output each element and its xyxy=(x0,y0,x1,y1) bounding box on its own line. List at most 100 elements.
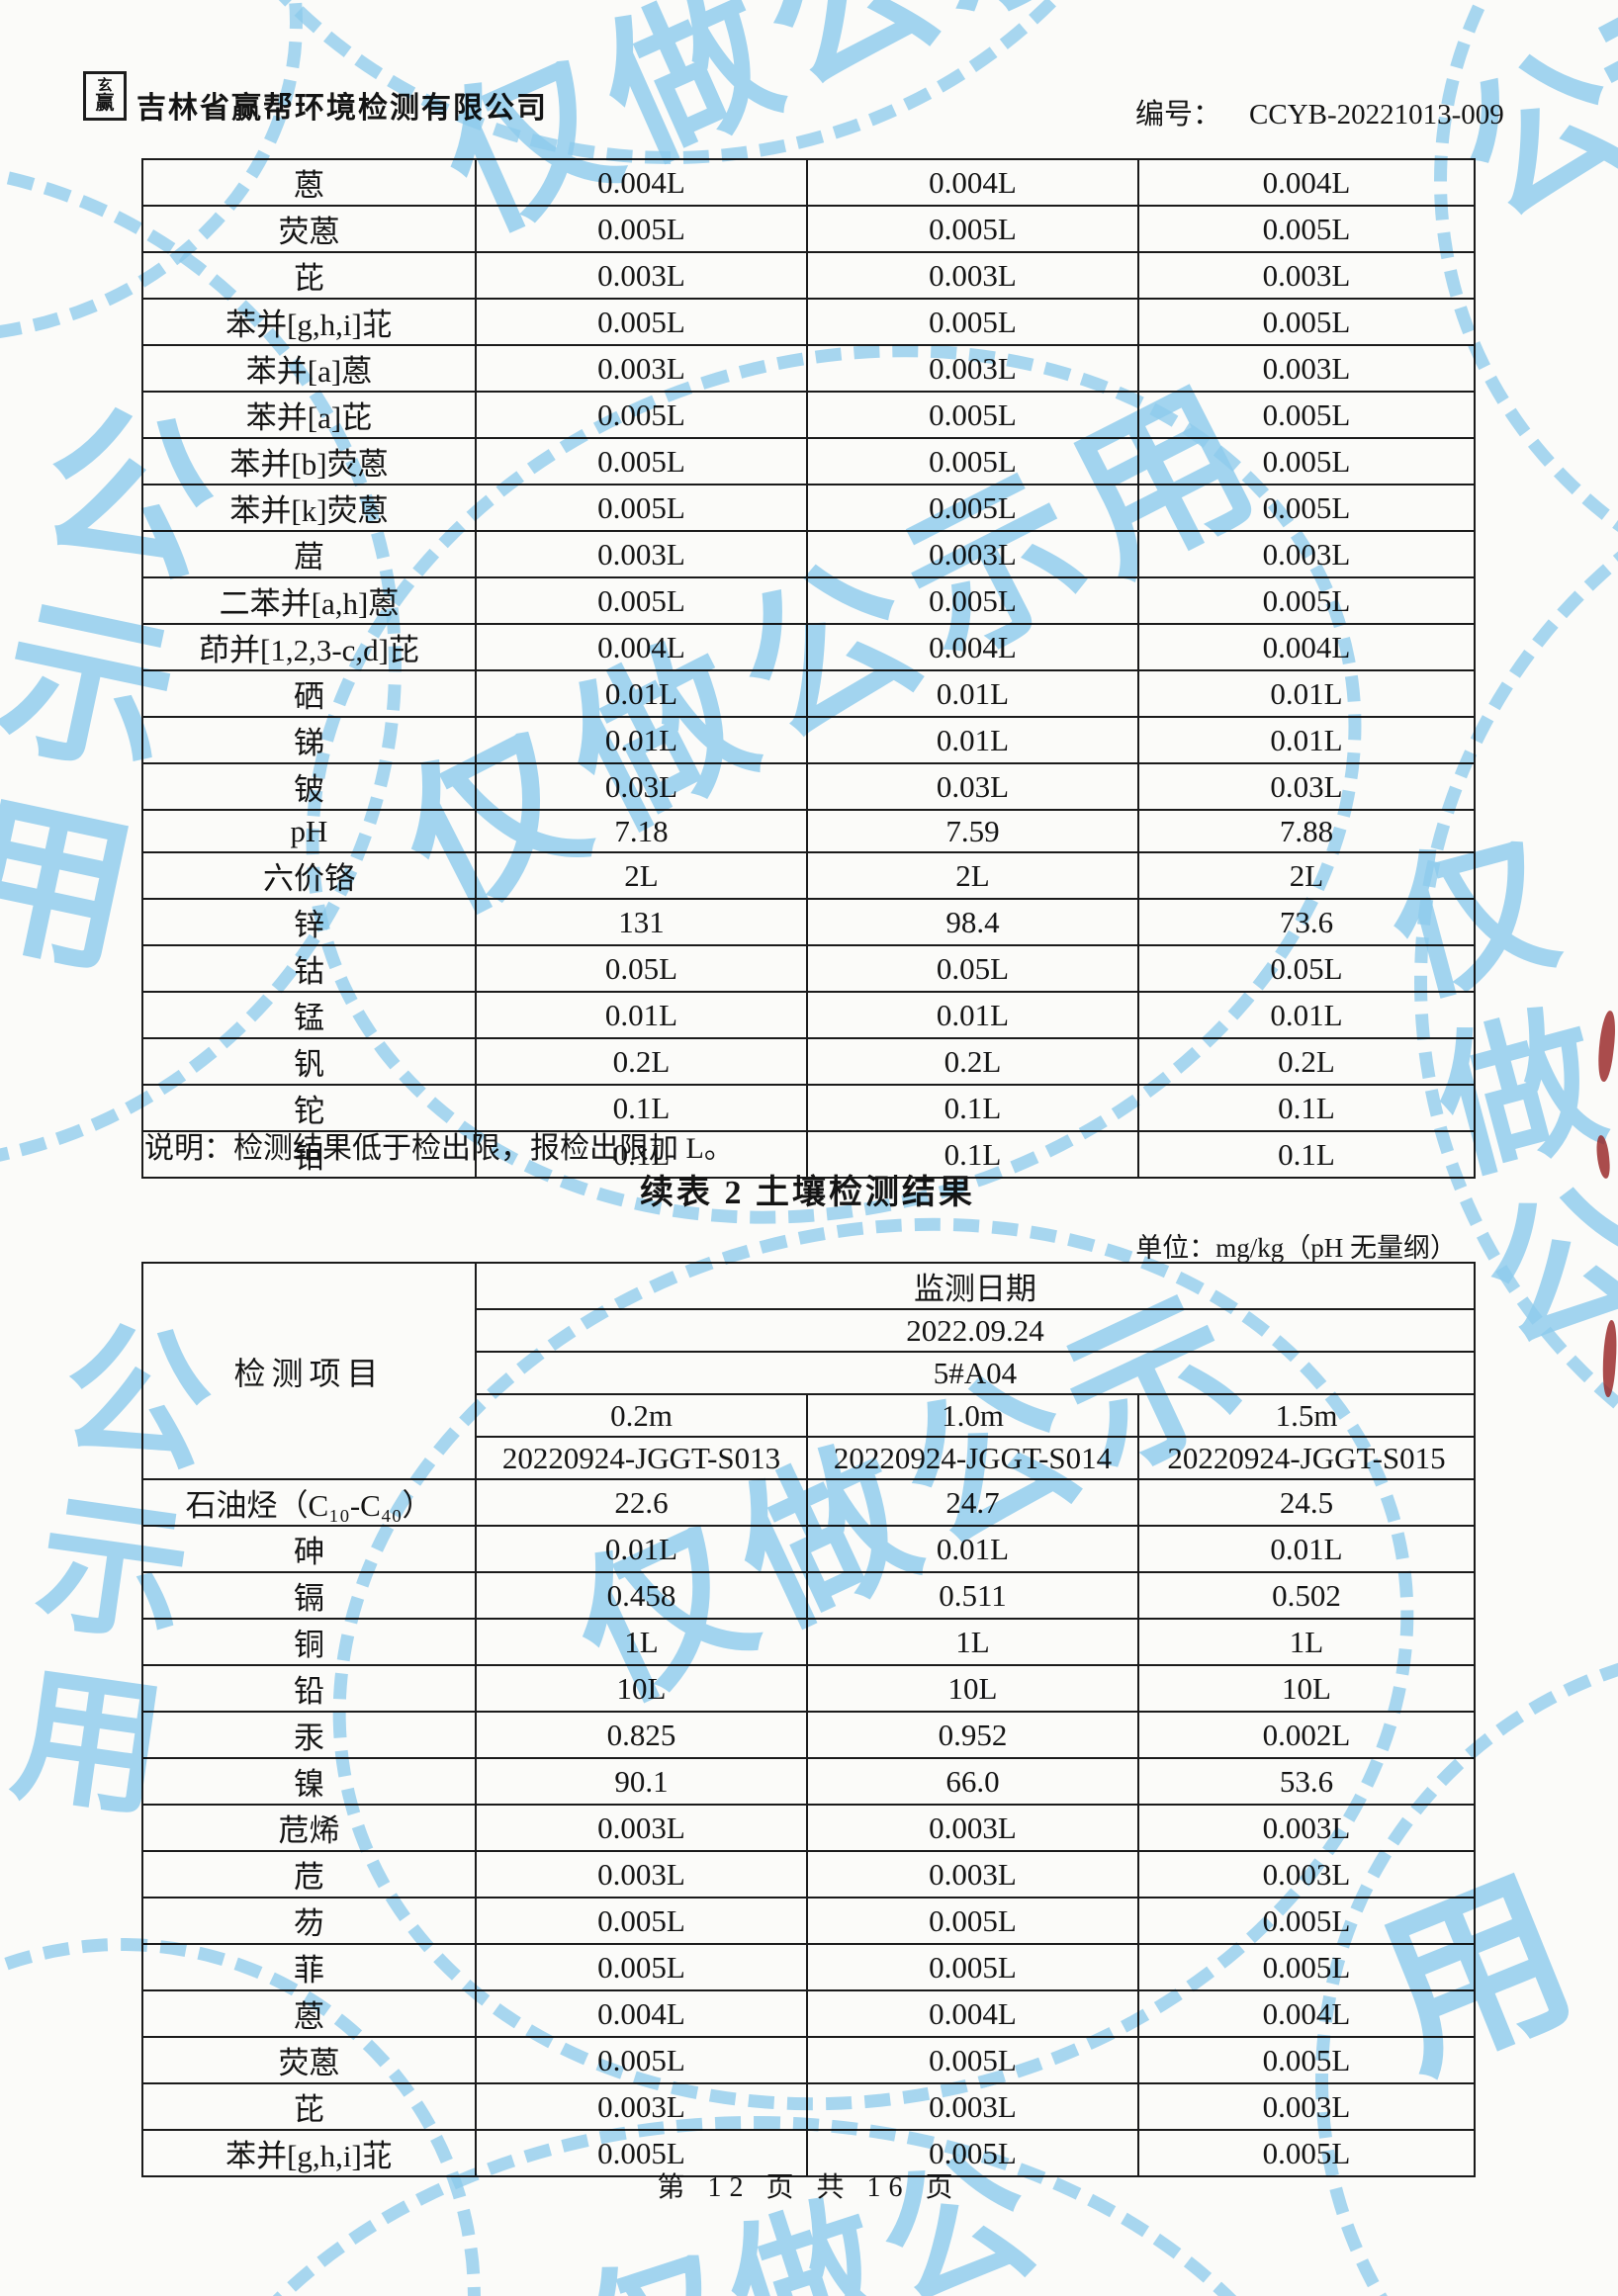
analyte-name: 锌 xyxy=(141,898,477,946)
result-value-1.0m: 0.05L xyxy=(806,944,1139,993)
table-row: 锑 0.01L 0.01L 0.01L xyxy=(141,716,1476,764)
result-value-0.2m: 0.1L xyxy=(475,1084,808,1132)
result-value-1.0m: 0.005L xyxy=(806,484,1139,532)
result-value-1.5m: 0.005L xyxy=(1137,437,1476,486)
result-value-0.2m: 0.003L xyxy=(475,2082,808,2131)
result-value-1.0m: 0.005L xyxy=(806,2036,1139,2084)
sample-id-2: 20220924-JGGT-S014 xyxy=(806,1436,1139,1480)
result-value-0.2m: 0.1L xyxy=(475,1130,808,1179)
table-row: 苯并[a]蒽 0.003L 0.003L 0.003L xyxy=(141,344,1476,393)
result-value-1.0m: 0.004L xyxy=(806,1989,1139,2038)
table-row: 苯并[a]芘 0.005L 0.005L 0.005L xyxy=(141,391,1476,439)
table-row: 锰 0.01L 0.01L 0.01L xyxy=(141,991,1476,1039)
result-value-0.2m: 7.18 xyxy=(475,809,808,853)
result-value-0.2m: 131 xyxy=(475,898,808,946)
result-value-1.0m: 0.01L xyxy=(806,716,1139,764)
result-value-1.0m: 0.005L xyxy=(806,298,1139,346)
result-value-0.2m: 0.003L xyxy=(475,530,808,578)
table-row: 钴 0.05L 0.05L 0.05L xyxy=(141,944,1476,993)
result-value-1.5m: 0.005L xyxy=(1137,1943,1476,1991)
sample-id-3: 20220924-JGGT-S015 xyxy=(1137,1436,1476,1480)
result-value-1.0m: 0.01L xyxy=(806,991,1139,1039)
table-row: 芴 0.005L 0.005L 0.005L xyxy=(141,1897,1476,1945)
note-text: 说明：检测结果低于检出限，报检出限加 L。 xyxy=(144,1132,734,1165)
table1-body: 蒽 0.004L 0.004L 0.004L 荧蒽 0.005L 0.005L … xyxy=(141,158,1476,1179)
analyte-name: 锰 xyxy=(141,991,477,1039)
table-row: 苯并[b]荧蒽 0.005L 0.005L 0.005L xyxy=(141,437,1476,486)
result-value-0.2m: 0.01L xyxy=(475,991,808,1039)
analyte-name: 石油烃（C₁₀-C₄₀） xyxy=(141,1478,477,1527)
result-value-1.5m: 0.005L xyxy=(1137,576,1476,625)
monitoring-date-value: 2022.09.24 xyxy=(475,1308,1476,1353)
table-row: 荧蒽 0.005L 0.005L 0.005L xyxy=(141,205,1476,253)
table-row: 硒 0.01L 0.01L 0.01L xyxy=(141,669,1476,718)
result-value-1.5m: 1L xyxy=(1137,1618,1476,1666)
result-value-1.0m: 0.004L xyxy=(806,158,1139,207)
logo-glyph-bottom: 赢 xyxy=(95,93,115,114)
result-value-0.2m: 10L xyxy=(475,1664,808,1713)
result-value-1.0m: 0.005L xyxy=(806,576,1139,625)
result-value-1.0m: 0.2L xyxy=(806,1037,1139,1086)
site-id: 5#A04 xyxy=(475,1351,1476,1395)
result-value-1.0m: 0.01L xyxy=(806,669,1139,718)
result-value-0.2m: 0.825 xyxy=(475,1711,808,1759)
analyte-name: 铊 xyxy=(141,1084,477,1132)
table-row: 苯并[g,h,i]苝 0.005L 0.005L 0.005L xyxy=(141,2129,1476,2177)
analyte-name: pH xyxy=(141,809,477,853)
header-row-site: 5#A04 xyxy=(142,1351,1476,1395)
result-value-1.0m: 0.1L xyxy=(806,1130,1139,1179)
result-value-0.2m: 0.005L xyxy=(475,205,808,253)
report-number: 编号： CCYB-20221013-009 xyxy=(1135,91,1504,132)
analyte-name: 苯并[b]荧蒽 xyxy=(141,437,477,486)
table-row: pH 7.18 7.59 7.88 xyxy=(141,809,1476,853)
result-value-0.2m: 0.005L xyxy=(475,298,808,346)
red-seal-artifact xyxy=(1594,1010,1618,1083)
result-value-0.2m: 0.004L xyxy=(475,1989,808,2038)
page-number: 第 12 页 共 16 页 xyxy=(657,2172,961,2203)
analyte-name: 镉 xyxy=(141,1571,477,1620)
table-row: 六价铬 2L 2L 2L xyxy=(141,851,1476,900)
result-value-1.5m: 0.005L xyxy=(1137,391,1476,439)
result-value-0.2m: 1L xyxy=(475,1618,808,1666)
analyte-name: 菲 xyxy=(141,1943,477,1991)
result-value-0.2m: 0.003L xyxy=(475,251,808,300)
table-row: 石油烃（C₁₀-C₄₀） 22.6 24.7 24.5 xyxy=(141,1478,1476,1527)
analyte-name: 苯并[a]芘 xyxy=(141,391,477,439)
result-value-0.2m: 0.01L xyxy=(475,669,808,718)
table-row: 茚并[1,2,3-c,d]芘 0.004L 0.004L 0.004L xyxy=(141,623,1476,671)
result-value-0.2m: 0.004L xyxy=(475,623,808,671)
red-seal-artifact xyxy=(1595,1134,1611,1180)
analyte-name: 二苯并[a,h]蒽 xyxy=(141,576,477,625)
result-value-1.5m: 0.005L xyxy=(1137,484,1476,532)
analyte-name: 荧蒽 xyxy=(141,2036,477,2084)
result-value-0.2m: 22.6 xyxy=(475,1478,808,1527)
analyte-name: 苊 xyxy=(141,1850,477,1899)
report-number-value: CCYB-20221013-009 xyxy=(1249,99,1504,131)
table-row: 䓛 0.003L 0.003L 0.003L xyxy=(141,530,1476,578)
result-value-1.0m: 66.0 xyxy=(806,1757,1139,1806)
result-value-0.2m: 0.005L xyxy=(475,1943,808,1991)
table-row: 芘 0.003L 0.003L 0.003L xyxy=(141,2082,1476,2131)
table-row: 铜 1L 1L 1L xyxy=(141,1618,1476,1666)
result-value-1.0m: 0.003L xyxy=(806,1850,1139,1899)
result-value-0.2m: 0.458 xyxy=(475,1571,808,1620)
sample-id-1: 20220924-JGGT-S013 xyxy=(475,1436,808,1480)
result-value-1.5m: 0.01L xyxy=(1137,716,1476,764)
analyte-name: 苯并[k]荧蒽 xyxy=(141,484,477,532)
analyte-name: 砷 xyxy=(141,1525,477,1573)
analyte-name: 苯并[g,h,i]苝 xyxy=(141,298,477,346)
result-value-1.5m: 0.002L xyxy=(1137,1711,1476,1759)
result-value-0.2m: 2L xyxy=(475,851,808,900)
result-value-1.5m: 0.005L xyxy=(1137,2036,1476,2084)
result-value-1.5m: 0.003L xyxy=(1137,251,1476,300)
analyte-name: 荧蒽 xyxy=(141,205,477,253)
table-row: 蒽 0.004L 0.004L 0.004L xyxy=(141,158,1476,207)
result-value-1.5m: 0.004L xyxy=(1137,1989,1476,2038)
result-value-1.5m: 0.03L xyxy=(1137,762,1476,811)
table-row: 砷 0.01L 0.01L 0.01L xyxy=(141,1525,1476,1573)
result-value-0.2m: 0.005L xyxy=(475,484,808,532)
result-value-1.0m: 1L xyxy=(806,1618,1139,1666)
result-value-1.0m: 0.005L xyxy=(806,205,1139,253)
table-row: 菲 0.005L 0.005L 0.005L xyxy=(141,1943,1476,1991)
